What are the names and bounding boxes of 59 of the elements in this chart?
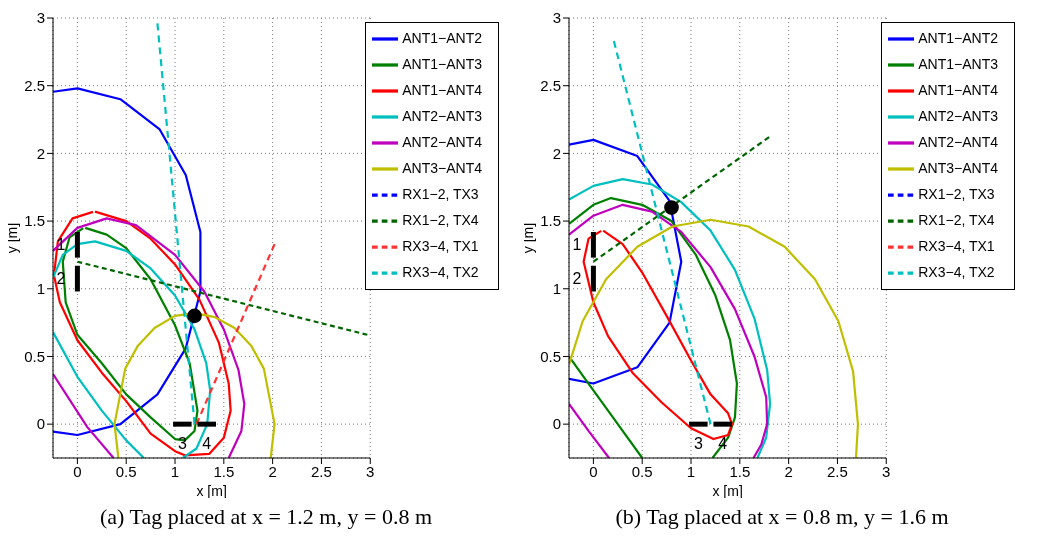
y-tick-label: 1 — [552, 280, 561, 298]
legend-label: RX3−4, TX1 — [918, 238, 995, 255]
legend-label: RX1−2, TX4 — [402, 212, 479, 229]
x-axis-title: x [m] — [712, 483, 743, 499]
y-tick-label: 2 — [36, 144, 45, 162]
y-tick-label: 3 — [36, 9, 45, 27]
x-tick-label: 1.5 — [729, 462, 751, 480]
y-tick-label: 2 — [552, 144, 561, 162]
legend-label: ANT2−ANT3 — [918, 108, 998, 125]
line-series — [569, 138, 683, 385]
legend-label: RX3−4, TX2 — [918, 264, 995, 281]
y-tick-label: 1 — [36, 280, 45, 298]
legend-label: ANT1−ANT4 — [918, 82, 998, 99]
legend-label: RX1−2, TX3 — [918, 186, 995, 203]
y-tick-label: 0.5 — [540, 347, 561, 365]
x-tick-label: 2.5 — [311, 462, 332, 480]
legend-label: ANT1−ANT3 — [918, 56, 998, 73]
x-tick-label: 1 — [170, 462, 180, 480]
x-tick-label: 3 — [882, 462, 891, 480]
y-tick-label: 3 — [552, 9, 561, 27]
y-tick-label: 2.5 — [24, 77, 45, 95]
x-tick-label: 3 — [366, 462, 375, 480]
annotation: 3 — [693, 434, 703, 452]
legend-label: ANT1−ANT4 — [402, 82, 482, 99]
y-tick-label: 1.5 — [540, 212, 561, 230]
legend-label: RX3−4, TX2 — [402, 264, 479, 281]
text: (a) Tag placed at x = 1.2 m, y = 0.8 m — [99, 504, 433, 530]
y-tick-label: 0 — [36, 415, 45, 433]
legend-label: RX1−2, TX3 — [402, 186, 479, 203]
line-series — [53, 87, 202, 437]
y-tick-label: 2.5 — [540, 77, 561, 95]
x-tick-label: 0 — [73, 462, 82, 480]
annotation: 2 — [572, 270, 582, 288]
y-tick-label: 0.5 — [24, 347, 45, 365]
legend-label: ANT2−ANT4 — [918, 134, 998, 151]
legend-label: ANT1−ANT2 — [918, 30, 998, 47]
x-tick-label: 1.5 — [213, 462, 235, 480]
legend-label: RX1−2, TX4 — [918, 212, 995, 229]
x-tick-label: 0.5 — [631, 462, 653, 480]
x-tick-label: 0.5 — [115, 462, 137, 480]
y-tick-label: 1.5 — [24, 212, 45, 230]
x-tick-label: 2.5 — [827, 462, 848, 480]
legend-label: ANT3−ANT4 — [402, 160, 482, 177]
x-tick-label: 1 — [686, 462, 696, 480]
legend-label: ANT3−ANT4 — [918, 160, 998, 177]
line-series — [569, 218, 860, 458]
x-tick-label: 0 — [589, 462, 598, 480]
y-tick-label: 0 — [552, 415, 561, 433]
legend-label: ANT1−ANT2 — [402, 30, 482, 47]
legend-label: ANT1−ANT3 — [402, 56, 482, 73]
annotation: 4 — [202, 434, 212, 452]
legend-label: RX3−4, TX1 — [402, 238, 479, 255]
x-tick-label: 2 — [784, 462, 793, 480]
text: (b) Tag placed at x = 0.8 m, y = 1.6 m — [614, 504, 950, 530]
annotation: 1 — [572, 236, 582, 254]
legend-label: ANT2−ANT3 — [402, 108, 482, 125]
x-tick-label: 2 — [268, 462, 277, 480]
x-axis-title: x [m] — [196, 483, 227, 499]
legend-label: ANT2−ANT4 — [402, 134, 482, 151]
